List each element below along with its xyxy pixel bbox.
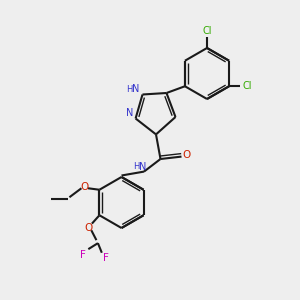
Text: N: N — [132, 84, 140, 94]
Text: Cl: Cl — [202, 26, 212, 36]
Text: N: N — [126, 108, 133, 118]
Text: F: F — [103, 253, 109, 263]
Text: H: H — [126, 85, 132, 94]
Text: F: F — [80, 250, 86, 260]
Text: H: H — [133, 162, 140, 171]
Text: O: O — [85, 223, 93, 233]
Text: N: N — [139, 161, 146, 172]
Text: O: O — [183, 150, 191, 160]
Text: O: O — [80, 182, 88, 192]
Text: Cl: Cl — [243, 81, 252, 91]
